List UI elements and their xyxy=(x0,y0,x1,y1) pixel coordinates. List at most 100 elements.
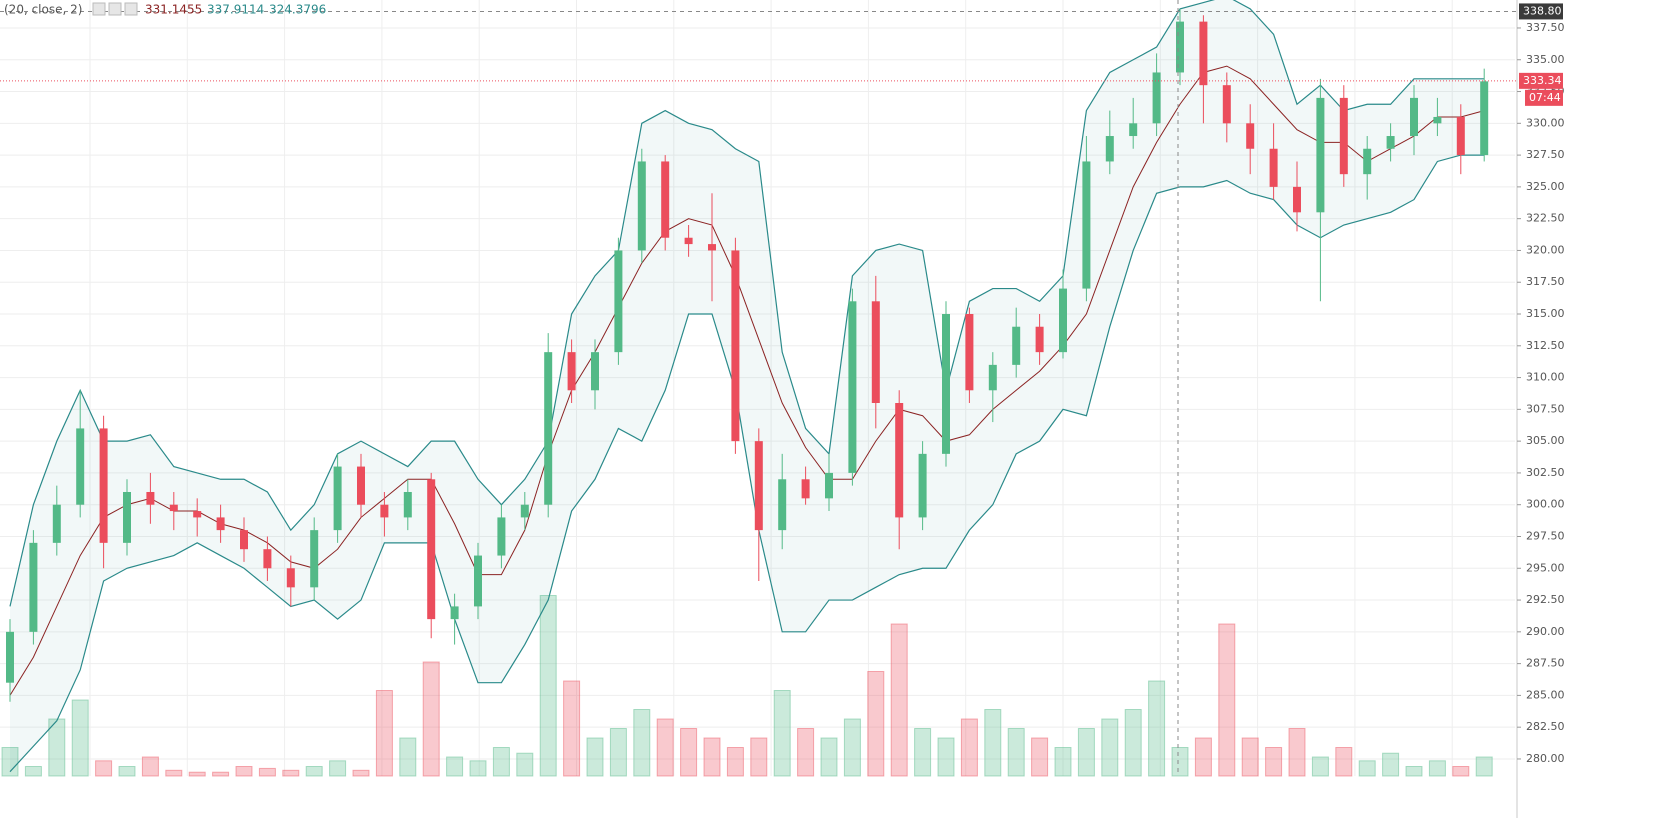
legend-icon[interactable] xyxy=(92,2,106,16)
candle-body xyxy=(1082,161,1091,289)
candle-body xyxy=(169,504,178,512)
candle-body xyxy=(567,352,576,391)
volume-layer xyxy=(1,595,1493,777)
indicator-value: 331.1455 xyxy=(145,3,202,17)
volume-bar xyxy=(937,737,955,777)
volume-bar xyxy=(750,737,768,777)
band-fill xyxy=(10,0,1485,772)
candles-layer xyxy=(6,8,1489,702)
volume-bar xyxy=(71,699,89,777)
candle-body xyxy=(1222,85,1231,124)
volume-bar xyxy=(24,766,42,777)
volume-bar xyxy=(329,760,347,777)
candle-body xyxy=(1199,21,1208,86)
candle-body xyxy=(1433,116,1442,124)
candle-body xyxy=(778,479,787,531)
candle-body xyxy=(333,466,342,531)
legend-icon[interactable] xyxy=(124,2,138,16)
volume-bar xyxy=(118,766,136,777)
volume-bar xyxy=(1335,747,1353,777)
volume-bar xyxy=(586,737,604,777)
candle-body xyxy=(29,542,38,632)
volume-bar xyxy=(375,690,393,777)
y-tick-label: 290.00 xyxy=(1526,625,1565,638)
candle-body xyxy=(520,504,529,518)
candle-body xyxy=(942,314,950,454)
candle-body xyxy=(427,479,436,620)
y-tick-label: 302.50 xyxy=(1526,466,1565,479)
legend: (20, close, 2) 331.1455 337.9114 324.3796 xyxy=(4,2,326,17)
volume-bar xyxy=(797,728,815,777)
volume-bar xyxy=(539,595,557,777)
candle-body xyxy=(1316,97,1325,213)
countdown-box xyxy=(1525,89,1563,106)
volume-bar xyxy=(141,756,159,777)
last-price-box xyxy=(1519,72,1563,89)
volume-bar xyxy=(1101,718,1119,777)
candle-body xyxy=(1269,148,1278,187)
volume-bar xyxy=(1405,766,1423,777)
volume-bar xyxy=(633,709,651,777)
volume-bar xyxy=(1054,747,1072,777)
volume-bar xyxy=(656,718,674,777)
volume-bar xyxy=(188,771,206,777)
candle-body xyxy=(380,504,389,518)
y-tick-label: 282.50 xyxy=(1526,720,1565,733)
y-tick-label: 335.00 xyxy=(1526,53,1565,66)
candle-body xyxy=(450,606,459,620)
y-tick-label: 330.00 xyxy=(1526,116,1565,129)
y-tick-label: 287.50 xyxy=(1526,657,1565,670)
candle-body xyxy=(895,403,904,518)
candle-body xyxy=(1293,186,1301,213)
y-tick-label: 305.00 xyxy=(1526,434,1565,447)
volume-bar xyxy=(1194,737,1212,777)
y-tick-label: 315.00 xyxy=(1526,307,1565,320)
volume-bar xyxy=(890,623,908,777)
volume-bar xyxy=(305,766,323,777)
candle-body xyxy=(825,472,833,499)
candle-body xyxy=(1129,123,1138,137)
price-axis: 280.00 282.50 285.00 287.50 290.00 292.50 295.… xyxy=(1517,3,1565,765)
candle-body xyxy=(263,549,272,569)
candle-body xyxy=(1410,97,1418,137)
candle-body xyxy=(1012,326,1021,365)
candle-body xyxy=(1152,72,1161,124)
lower-band xyxy=(9,154,1485,773)
volume-bar xyxy=(960,718,978,777)
volume-bar xyxy=(1124,709,1142,777)
volume-bar xyxy=(48,718,66,777)
volume-bar xyxy=(212,771,230,777)
candle-body xyxy=(871,301,880,404)
candle-body xyxy=(1386,136,1395,149)
volume-bar xyxy=(703,737,721,777)
indicator-value: 324.3796 xyxy=(269,3,326,17)
y-tick-label: 337.50 xyxy=(1526,21,1565,34)
y-tick-label: 327.50 xyxy=(1526,148,1565,161)
y-tick-label: 312.50 xyxy=(1526,339,1565,352)
candle-body xyxy=(6,631,14,683)
overlay-layer xyxy=(0,10,1517,82)
candle-body xyxy=(1105,136,1114,162)
candle-body xyxy=(193,511,202,518)
y-tick-label: 295.00 xyxy=(1526,561,1565,574)
candle-body xyxy=(76,428,85,505)
candle-body xyxy=(965,314,974,391)
indicator-label: (20, close, 2) xyxy=(4,3,82,17)
volume-bar xyxy=(1241,737,1259,777)
volume-bar xyxy=(563,680,581,777)
candle-body xyxy=(637,161,646,251)
last-price-label: 333.34 xyxy=(1523,74,1562,87)
candle-body xyxy=(474,555,482,607)
y-tick-label: 325.00 xyxy=(1526,180,1565,193)
candle-body xyxy=(1363,148,1372,175)
candle-body xyxy=(123,491,131,543)
y-tick-label: 307.50 xyxy=(1526,402,1565,415)
legend-icon[interactable] xyxy=(108,2,122,16)
y-tick-label: 300.00 xyxy=(1526,498,1565,511)
candle-body xyxy=(286,568,295,588)
volume-bar xyxy=(235,766,253,777)
candle-body xyxy=(1176,21,1184,73)
volume-bar xyxy=(165,769,183,777)
volume-bar xyxy=(867,671,885,777)
